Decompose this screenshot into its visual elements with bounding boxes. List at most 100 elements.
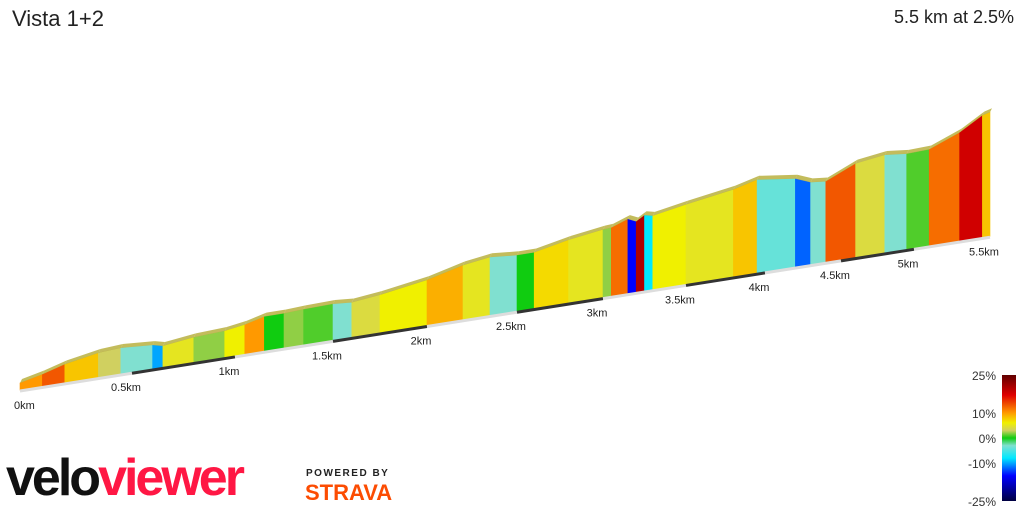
gradient-segment (756, 178, 796, 274)
segment-title: Vista 1+2 (12, 6, 104, 31)
legend-label: 25% (972, 369, 996, 383)
gradient-legend: 25% 10% 0% -10% -25% (968, 369, 1016, 509)
profile-top-strip (264, 309, 286, 317)
profile-top-strip (959, 111, 985, 133)
profile-top-strip (427, 261, 465, 281)
distance-axis-segment (764, 259, 842, 275)
profile-top-strip (825, 159, 858, 182)
profile-top-strip (636, 211, 647, 222)
powered-by-label: POWERED BY (306, 468, 390, 479)
gradient-segment (332, 302, 353, 341)
distance-tick-label: 3km (587, 308, 608, 320)
gradient-segment (98, 347, 122, 378)
distance-axis-segment (332, 325, 428, 343)
distance-tick-label: 4.5km (820, 270, 850, 282)
strava-logo: STRAVA (305, 480, 393, 505)
profile-top-strip (42, 360, 67, 375)
gradient-segment (928, 132, 960, 247)
gradient-segment (959, 114, 983, 242)
profile-top-strip (193, 326, 227, 338)
distance-axis-segment (840, 247, 915, 263)
distance-axis-segment (426, 310, 518, 328)
profile-top-strip (333, 298, 354, 305)
profile-top-strip (98, 343, 123, 353)
distance-axis-segment (685, 271, 766, 287)
segment-summary: 5.5 km at 2.5% (893, 7, 1014, 27)
gradient-segment (644, 214, 654, 292)
profile-top-strip (517, 248, 537, 256)
legend-label: 10% (972, 407, 996, 421)
gradient-segment (652, 204, 687, 291)
profile-top-strip (244, 312, 267, 325)
profile-top-strip (463, 253, 492, 266)
profile-top-strip (795, 174, 813, 183)
profile-top-strip (534, 236, 571, 253)
gradient-segment (795, 178, 811, 268)
profile-top-strip (162, 333, 196, 347)
distance-axis-segment (913, 235, 991, 251)
gradient-segment (489, 254, 518, 316)
profile-top-strip (884, 149, 909, 156)
gradient-segment (379, 279, 428, 334)
profile-top-strip (20, 370, 45, 383)
profile-top-strip (652, 200, 688, 216)
profile-top-strip (929, 128, 962, 150)
gradient-segment (635, 214, 645, 293)
gradient-segment (152, 344, 164, 370)
gradient-segment (855, 154, 886, 258)
gradient-segment (568, 229, 604, 304)
profile-top-strip (627, 215, 639, 222)
gradient-segment (426, 264, 464, 326)
profile-top-surface (20, 108, 992, 383)
profile-top-strip (568, 225, 605, 241)
distance-axis-segment (234, 339, 334, 359)
gradient-segment (602, 227, 612, 298)
profile-top-strip (152, 341, 165, 347)
gradient-segment (733, 179, 758, 278)
profile-top-strip (284, 305, 306, 314)
distance-tick-label: 2.5km (496, 321, 526, 333)
distance-tick-label: 1km (219, 366, 240, 378)
profile-top-strip (611, 215, 630, 228)
distance-tick-label: 4km (749, 282, 770, 294)
profile-top-strip (64, 348, 101, 365)
distance-axis-segment (19, 371, 133, 393)
profile-faces (19, 111, 991, 391)
distance-tick-label: 1.5km (312, 350, 342, 362)
profile-top-strip (906, 145, 932, 154)
profile-top-strip (982, 108, 992, 116)
profile-top-strip (351, 291, 382, 303)
distance-tick-label: 2km (411, 335, 432, 347)
distance-axis-segment (516, 297, 604, 314)
veloviewer-logo: veloviewer (6, 449, 245, 507)
gradient-segment (685, 189, 734, 285)
legend-label: -25% (968, 495, 996, 509)
profile-top-strip (490, 251, 519, 258)
profile-top-strip (120, 341, 155, 348)
profile-top-strip (303, 300, 335, 310)
legend-label: 0% (979, 432, 997, 446)
gradient-segment (884, 153, 908, 254)
gradient-segment (810, 181, 827, 266)
distance-tick-label: 0km (14, 400, 35, 412)
profile-top-strip (644, 211, 655, 216)
profile-top-strip (757, 174, 798, 180)
distance-tick-label: 0.5km (111, 382, 141, 394)
distance-axis (19, 235, 991, 393)
gradient-segment (462, 256, 491, 321)
distance-axis-segment (131, 355, 236, 375)
profile-top-strip (855, 151, 887, 164)
profile-top-strip (810, 177, 828, 183)
gradient-segment (627, 218, 637, 294)
gradient-segment (610, 218, 629, 297)
distance-tick-label: 5.5km (969, 246, 999, 258)
profile-top-strip (733, 175, 760, 190)
gradient-segment (303, 303, 334, 346)
gradient-segment (516, 252, 535, 312)
distance-tick-labels: 0km 0.5km 1km 1.5km 2km 2.5km 3km 3.5km 4km 4.5km… (14, 246, 999, 412)
distance-tick-label: 3.5km (665, 294, 695, 306)
gradient-segment (264, 313, 285, 352)
distance-axis-segment (602, 283, 687, 301)
gradient-segment (982, 111, 991, 238)
